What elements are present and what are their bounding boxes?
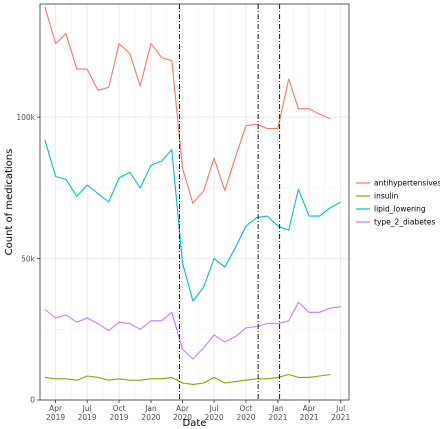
legend-label: lipid_lowering (374, 205, 426, 214)
x-tick-label-month: Jan (144, 404, 157, 413)
x-tick-label: Jan 2021 (268, 404, 287, 422)
x-tick-label-year: 2020 (141, 413, 160, 422)
x-tick-label-year: 2019 (78, 413, 97, 422)
legend: antihypertensives insulin lipid_loweringty… (356, 179, 440, 227)
x-tick-label-month: Jul (209, 404, 219, 413)
x-tick-label-year: 2020 (236, 413, 255, 422)
x-tick-label: Jan 2020 (141, 404, 160, 422)
x-tick-label: Apr 2019 (46, 404, 65, 422)
x-tick-label: Apr 2021 (300, 404, 319, 422)
y-tick-label: 100k (16, 113, 35, 122)
x-tick-label-year: 2019 (110, 413, 129, 422)
series-line-lipid_lowering (44, 139, 341, 302)
legend-label: antihypertensives (374, 179, 440, 188)
x-tick-label: Apr 2020 (173, 404, 192, 422)
x-tick-label-month: Apr (176, 404, 190, 413)
y-axis-title: Count of medications (4, 149, 15, 256)
x-tick-label: Oct 2019 (110, 404, 129, 422)
x-tick-label-year: 2021 (268, 413, 287, 422)
x-tick-label: Oct 2020 (236, 404, 255, 422)
x-tick-label-year: 2020 (205, 413, 224, 422)
x-tick-label-year: 2020 (173, 413, 192, 422)
x-tick-label-year: 2021 (331, 413, 350, 422)
y-tick-label: 50k (21, 254, 36, 263)
y-tick-label: 0 (30, 396, 35, 405)
x-tick-label-month: Jul (335, 404, 345, 413)
series-line-insulin (44, 373, 331, 385)
x-tick-label-year: 2021 (300, 413, 319, 422)
series-line-antihypertensives (44, 6, 331, 204)
x-tick-label: Jul 2020 (205, 404, 224, 422)
x-tick-label-month: Oct (113, 404, 126, 413)
plot-area (39, 3, 350, 401)
x-tick-label-month: Oct (240, 404, 253, 413)
legend-label: type_2_diabetes (374, 218, 435, 227)
x-tick-label-month: Jan (271, 404, 284, 413)
x-axis-title: Date (183, 418, 207, 429)
x-tick-label: Jul 2019 (78, 404, 97, 422)
x-tick-label-month: Jul (82, 404, 92, 413)
x-tick-label-month: Apr (49, 404, 63, 413)
x-tick-label: Jul 2021 (331, 404, 350, 422)
x-tick-label-month: Apr (303, 404, 317, 413)
legend-label: insulin (374, 192, 399, 201)
panel-border (39, 3, 350, 401)
x-tick-label-year: 2019 (46, 413, 65, 422)
series-line-type_2_diabetes (44, 301, 341, 360)
y-axis: 0 50k 100k (16, 113, 40, 405)
